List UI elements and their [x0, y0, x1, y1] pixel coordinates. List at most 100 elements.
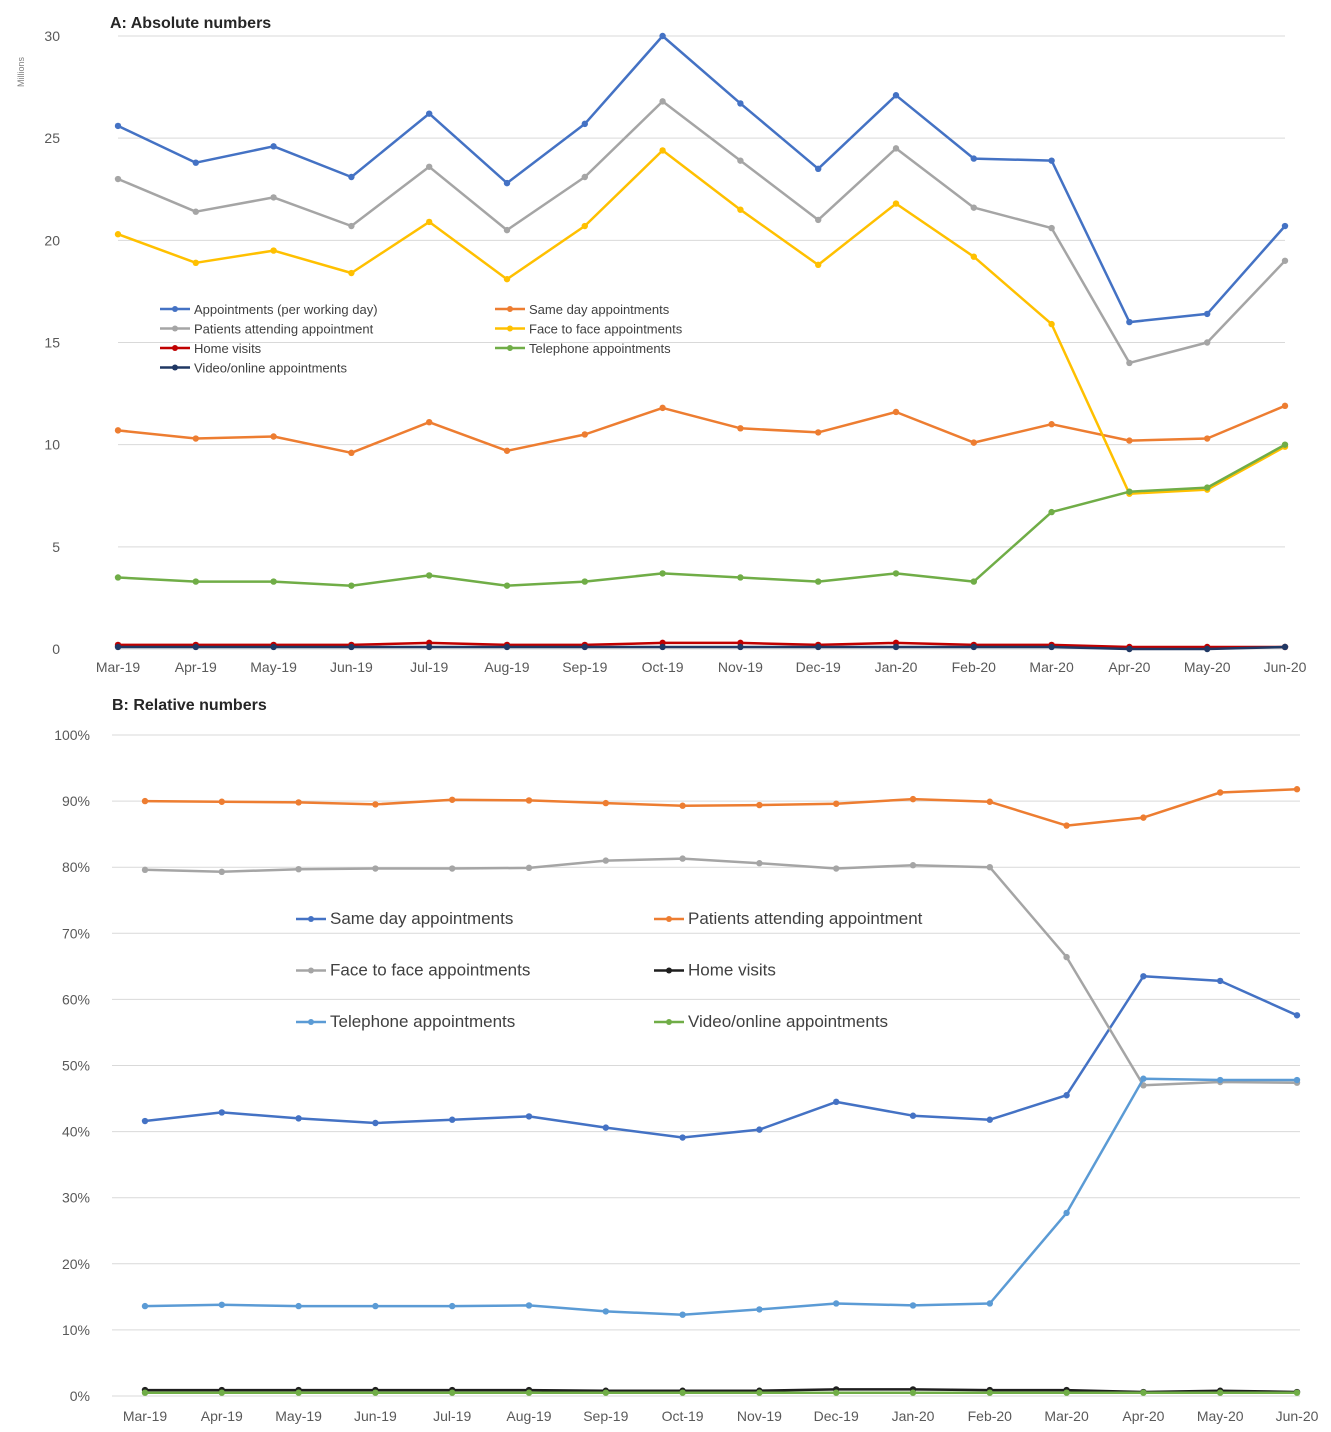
legend-marker: [666, 967, 672, 974]
data-point-face-to-face-appointments: [970, 253, 977, 260]
y-tick-label: 100%: [54, 727, 90, 743]
data-point-same-day-appointments: [1063, 1092, 1070, 1099]
x-tick-label: Apr-19: [175, 659, 217, 675]
data-point-telephone-appointments: [348, 582, 355, 589]
data-point-face-to-face-appointments: [659, 147, 666, 154]
data-point-appointments-per-working-day: [270, 143, 277, 150]
y-tick-label: 10%: [62, 1322, 90, 1338]
x-tick-label: Dec-19: [796, 659, 841, 675]
x-tick-label: May-20: [1184, 659, 1231, 675]
data-point-same-day-appointments: [1048, 421, 1055, 428]
x-tick-label: Dec-19: [814, 1408, 859, 1424]
data-point-video-online-appointments: [581, 643, 588, 651]
data-point-telephone-appointments: [602, 1308, 609, 1315]
legend-label: Face to face appointments: [330, 961, 530, 980]
series-line-face-to-face-appointments: [117, 149, 1286, 495]
data-point-patients-attending-appointment: [602, 799, 609, 807]
legend-marker: [666, 916, 672, 922]
series-line-same-day-appointments: [144, 975, 1298, 1139]
x-tick-label: May-19: [250, 659, 297, 675]
data-point-video-online-appointments: [1293, 1389, 1301, 1396]
data-point-face-to-face-appointments: [503, 275, 511, 283]
x-tick-label: Jul-19: [433, 1408, 471, 1424]
data-point-same-day-appointments: [1204, 435, 1211, 442]
y-tick-label: 80%: [62, 859, 90, 875]
data-point-same-day-appointments: [218, 1109, 225, 1116]
y-tick-label: 90%: [62, 793, 90, 809]
data-point-telephone-appointments: [114, 574, 122, 581]
data-point-same-day-appointments: [1293, 1012, 1301, 1019]
data-point-telephone-appointments: [1281, 441, 1289, 448]
y-tick-label: 70%: [62, 925, 90, 941]
data-point-video-online-appointments: [1217, 1389, 1224, 1396]
data-point-same-day-appointments: [659, 404, 666, 412]
data-point-telephone-appointments: [1126, 488, 1133, 495]
data-point-patients-attending-appointment: [348, 222, 355, 230]
x-tick-label: Oct-19: [662, 1408, 704, 1424]
data-point-face-to-face-appointments: [1048, 320, 1055, 328]
data-point-appointments-per-working-day: [737, 100, 744, 107]
data-point-face-to-face-appointments: [679, 855, 686, 862]
data-point-patients-attending-appointment: [756, 801, 763, 809]
y-tick-label: 25: [44, 130, 60, 146]
data-point-video-online-appointments: [114, 643, 122, 651]
data-point-video-online-appointments: [659, 643, 666, 651]
data-point-face-to-face-appointments: [892, 200, 900, 207]
data-point-video-online-appointments: [1126, 645, 1133, 653]
data-point-appointments-per-working-day: [348, 173, 355, 181]
data-point-patients-attending-appointment: [659, 98, 666, 105]
data-point-telephone-appointments: [192, 578, 199, 585]
data-point-patients-attending-appointment: [1063, 822, 1070, 829]
x-tick-label: Apr-20: [1122, 1408, 1164, 1424]
x-tick-label: Oct-19: [642, 659, 684, 675]
data-point-video-online-appointments: [815, 643, 822, 651]
legend-marker: [308, 1019, 314, 1025]
data-point-same-day-appointments: [141, 1117, 149, 1125]
data-point-same-day-appointments: [833, 1098, 840, 1106]
data-point-same-day-appointments: [970, 439, 977, 446]
legend-marker: [666, 1019, 672, 1025]
data-point-face-to-face-appointments: [909, 862, 917, 869]
data-point-patients-attending-appointment: [581, 173, 588, 181]
data-point-telephone-appointments: [909, 1302, 917, 1309]
y-tick-label: 10: [44, 437, 60, 453]
data-point-telephone-appointments: [295, 1302, 302, 1310]
legend-label: Video/online appointments: [194, 361, 347, 376]
data-point-patients-attending-appointment: [114, 175, 122, 183]
data-point-patients-attending-appointment: [270, 194, 277, 201]
data-point-patients-attending-appointment: [892, 145, 900, 152]
data-point-video-online-appointments: [833, 1389, 840, 1396]
legend-label: Face to face appointments: [529, 322, 683, 337]
chart-absolute-numbers: A: Absolute numbers Millions 0 5 10 15 20 25 30 M…: [16, 15, 1307, 675]
data-point-appointments-per-working-day: [1281, 222, 1289, 230]
y-tick-label: 0%: [70, 1388, 90, 1404]
data-point-appointments-per-working-day: [970, 155, 977, 162]
series-line-same-day-appointments: [117, 404, 1286, 455]
data-point-telephone-appointments: [1048, 508, 1055, 516]
data-point-telephone-appointments: [833, 1300, 840, 1307]
legend-label: Home visits: [194, 341, 262, 356]
data-point-same-day-appointments: [1140, 973, 1147, 980]
data-point-patients-attending-appointment: [1281, 257, 1289, 264]
data-point-face-to-face-appointments: [270, 247, 277, 254]
data-point-face-to-face-appointments: [737, 206, 744, 213]
data-point-patients-attending-appointment: [1140, 814, 1147, 821]
x-tick-label: Mar-19: [123, 1408, 168, 1424]
legend-label: Telephone appointments: [529, 341, 671, 356]
data-point-appointments-per-working-day: [426, 110, 433, 117]
data-point-same-day-appointments: [909, 1112, 917, 1119]
y-tick-label: 0: [52, 641, 60, 657]
data-point-face-to-face-appointments: [218, 868, 225, 876]
data-point-patients-attending-appointment: [218, 798, 225, 805]
legend-label: Patients attending appointment: [688, 909, 923, 928]
x-tick-label: Aug-19: [506, 1408, 551, 1424]
series-line-face-to-face-appointments: [144, 857, 1298, 1087]
x-tick-label: Sep-19: [562, 659, 607, 675]
data-point-video-online-appointments: [970, 643, 977, 651]
legend-label: Same day appointments: [529, 302, 670, 317]
x-tick-label: Nov-19: [737, 1408, 782, 1424]
data-point-patients-attending-appointment: [372, 801, 379, 808]
data-point-same-day-appointments: [449, 1116, 456, 1123]
data-point-patients-attending-appointment: [679, 802, 686, 809]
data-point-patients-attending-appointment: [909, 795, 917, 803]
